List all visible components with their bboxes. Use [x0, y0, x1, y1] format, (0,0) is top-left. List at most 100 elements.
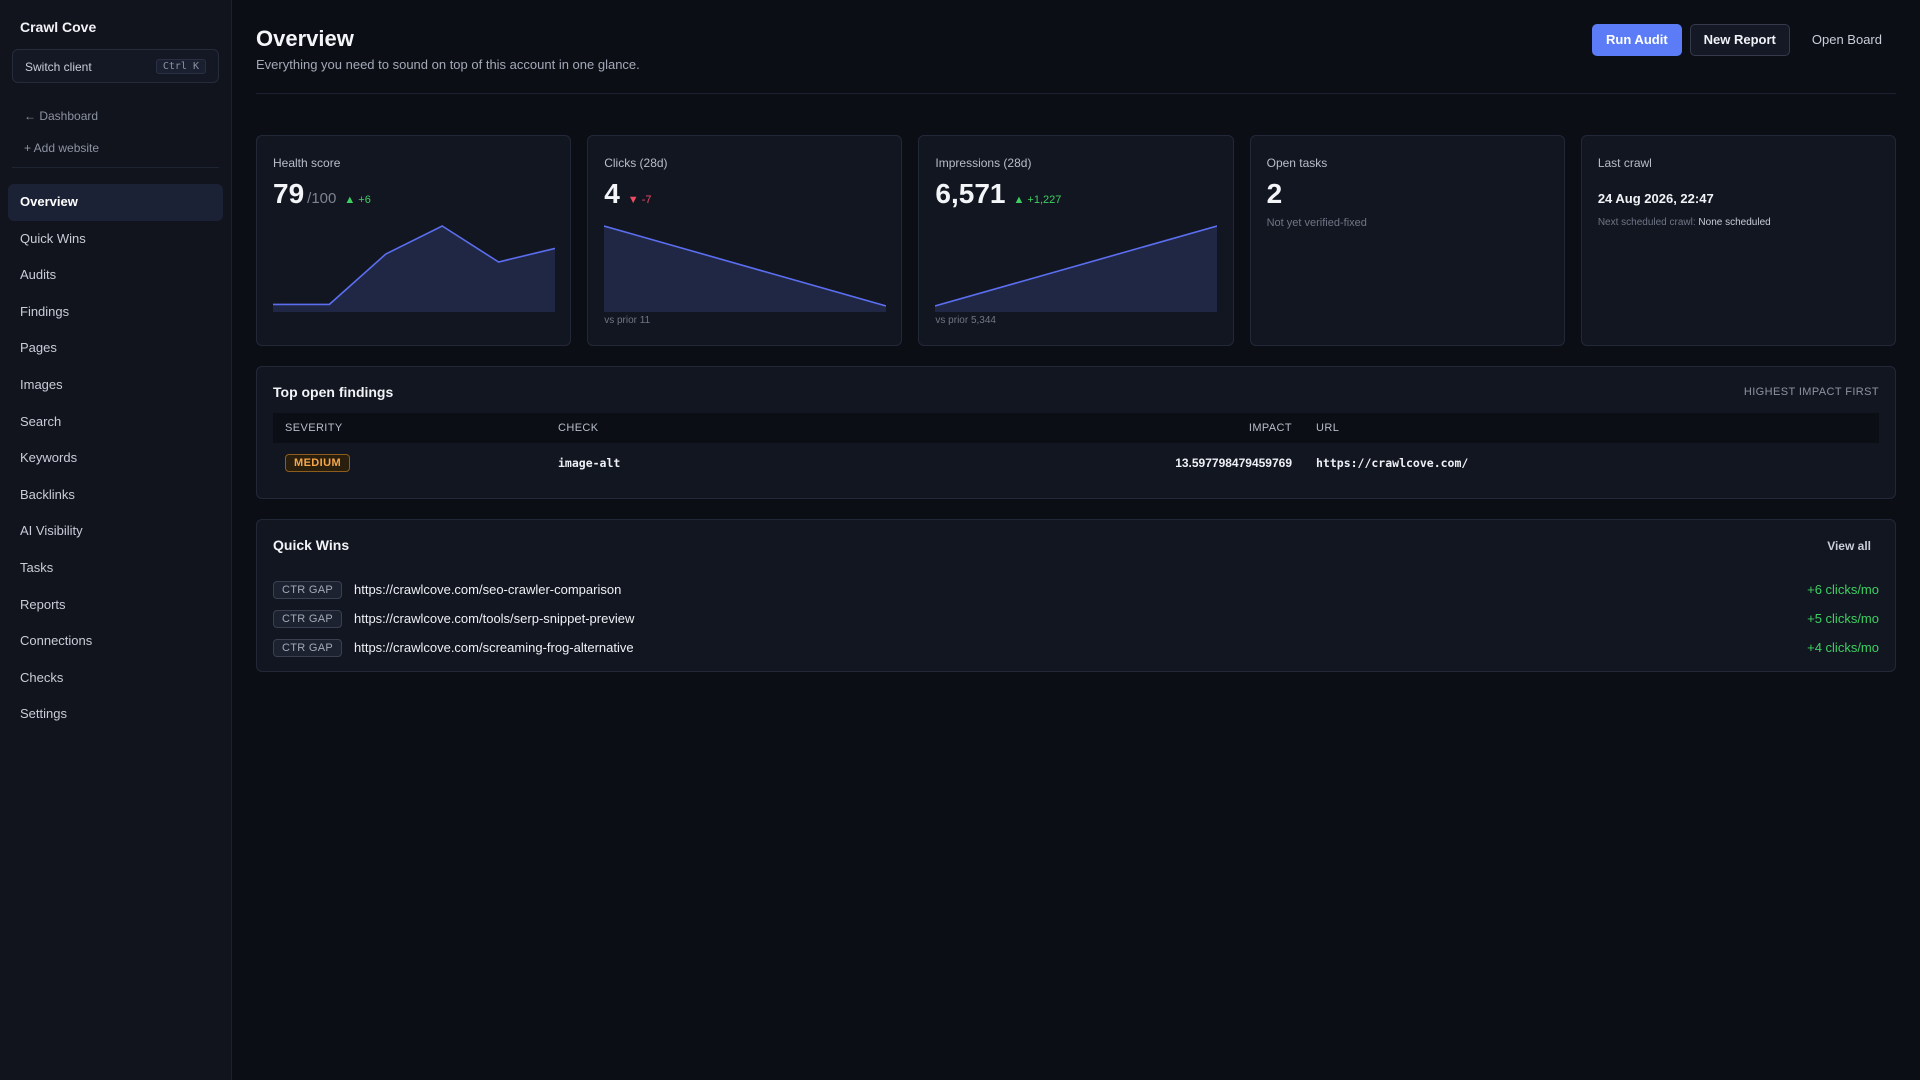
clicks-prior: vs prior 11 — [604, 315, 651, 326]
impact-cell: 13.597798479459769 — [1175, 456, 1292, 470]
sparkline-line — [935, 225, 1218, 307]
severity-badge: MEDIUM — [285, 454, 351, 472]
severity-cell: MEDIUM — [273, 454, 558, 472]
sidebar-item-pages[interactable]: Pages — [20, 340, 57, 356]
column-header-url: URL — [1316, 422, 1340, 434]
health-score-delta: ▲ +6 — [344, 194, 371, 206]
sidebar-item-keywords[interactable]: Keywords — [20, 450, 78, 466]
open-tasks-card: Open tasks 2 Not yet verified-fixed — [1249, 135, 1565, 346]
switch-client-button[interactable]: Switch client Ctrl K — [12, 49, 219, 83]
sidebar-item-findings[interactable]: Findings — [20, 303, 70, 319]
check-cell: image-alt — [558, 456, 621, 470]
sparkline-area — [273, 226, 555, 312]
next-crawl-label: Next scheduled crawl: — [1597, 217, 1696, 228]
clicks-delta: ▼ -7 — [627, 194, 652, 206]
health-score-sparkline — [273, 225, 555, 312]
top-findings-title: Top open findings — [273, 384, 394, 400]
open-tasks-value-row: 2 — [1267, 178, 1283, 210]
impressions-delta: ▲ +1,227 — [1013, 194, 1062, 206]
switch-client-label: Switch client — [25, 60, 92, 74]
quick-win-url[interactable]: https://crawlcove.com/screaming-frog-alt… — [354, 640, 634, 655]
quick-wins-panel: Quick Wins View all CTR GAP https://craw… — [256, 519, 1896, 672]
sidebar-item-ai-visibility[interactable]: AI Visibility — [20, 523, 83, 539]
list-item[interactable]: CTR GAP https://crawlcove.com/screaming-… — [273, 633, 1879, 662]
impressions-card: Impressions (28d) 6,571 ▲ +1,227 vs prio… — [918, 135, 1234, 346]
quick-win-url[interactable]: https://crawlcove.com/tools/serp-snippet… — [354, 611, 635, 626]
stat-cards: Health score 79 /100 ▲ +6 Clicks (28d) 4… — [256, 135, 1897, 346]
next-crawl-note: Next scheduled crawl: None scheduled — [1598, 217, 1771, 228]
sidebar-nav: Overview Quick Wins Audits Findings Page… — [8, 184, 223, 733]
impressions-prior: vs prior 5,344 — [935, 315, 996, 326]
health-score-label: Health score — [273, 156, 341, 170]
open-tasks-label: Open tasks — [1266, 156, 1328, 170]
clicks-value: 4 — [604, 178, 620, 209]
sidebar-item-settings[interactable]: Settings — [20, 706, 67, 722]
open-tasks-value: 2 — [1266, 178, 1283, 209]
health-score-card: Health score 79 /100 ▲ +6 — [256, 135, 572, 346]
sparkline-line — [604, 225, 887, 307]
last-crawl-date: 24 Aug 2026, 22:47 — [1597, 191, 1714, 206]
sidebar-item-reports[interactable]: Reports — [20, 596, 66, 612]
page-title: Overview — [256, 26, 354, 51]
column-header-severity: SEVERITY — [285, 422, 343, 434]
findings-table: SEVERITY CHECK IMPACT URL MEDIUM image-a… — [273, 413, 1879, 483]
add-website-link[interactable]: + Add website — [24, 141, 100, 155]
top-findings-panel: Top open findings HIGHEST IMPACT FIRST S… — [256, 366, 1896, 499]
sidebar-item-connections[interactable]: Connections — [20, 633, 93, 649]
clicks-card: Clicks (28d) 4 ▼ -7 vs prior 11 — [587, 135, 903, 346]
url-cell[interactable]: https://crawlcove.com/ — [1316, 456, 1469, 470]
sparkline-area — [604, 226, 887, 312]
sidebar-item-audits[interactable]: Audits — [20, 267, 57, 283]
impressions-value: 6,571 — [935, 178, 1006, 209]
quick-win-gain: +4 clicks/mo — [1807, 640, 1879, 655]
sparkline-line — [273, 225, 555, 306]
page-subtitle: Everything you need to sound on top of t… — [256, 57, 640, 72]
sparkline-area — [935, 226, 1218, 312]
clicks-label: Clicks (28d) — [604, 156, 668, 170]
sidebar-item-images[interactable]: Images — [20, 376, 63, 392]
column-header-check: CHECK — [558, 422, 599, 434]
sidebar: Crawl Cove Switch client Ctrl K ← Dashbo… — [0, 0, 232, 1080]
findings-table-header: SEVERITY CHECK IMPACT URL — [273, 413, 1879, 443]
sidebar-divider — [12, 167, 219, 168]
sidebar-item-overview[interactable]: Overview — [8, 184, 223, 221]
header-divider — [256, 93, 1896, 94]
quick-win-gain: +6 clicks/mo — [1807, 582, 1879, 597]
list-item[interactable]: CTR GAP https://crawlcove.com/tools/serp… — [273, 604, 1879, 633]
sidebar-item-quick-wins[interactable]: Quick Wins — [20, 230, 86, 246]
sidebar-item-search[interactable]: Search — [20, 413, 62, 429]
open-board-button[interactable]: Open Board — [1798, 24, 1896, 56]
ctr-gap-badge: CTR GAP — [273, 638, 342, 657]
sidebar-item-backlinks[interactable]: Backlinks — [20, 486, 75, 502]
open-tasks-note: Not yet verified-fixed — [1266, 217, 1367, 229]
last-crawl-card: Last crawl 24 Aug 2026, 22:47 Next sched… — [1580, 135, 1897, 346]
health-score-value: 79 — [273, 178, 305, 209]
ctr-gap-badge: CTR GAP — [273, 609, 342, 628]
quick-wins-list: CTR GAP https://crawlcove.com/seo-crawle… — [273, 575, 1879, 662]
impressions-value-row: 6,571 ▲ +1,227 — [935, 178, 1061, 210]
new-report-button[interactable]: New Report — [1689, 24, 1790, 56]
back-to-dashboard-link[interactable]: ← Dashboard — [24, 109, 99, 123]
health-score-suffix: /100 — [307, 190, 337, 207]
quick-wins-title: Quick Wins — [273, 537, 350, 553]
column-header-impact: IMPACT — [1248, 422, 1292, 434]
header-actions: Run Audit New Report Open Board — [1592, 24, 1896, 56]
ctr-gap-badge: CTR GAP — [273, 580, 342, 599]
findings-sort-label: HIGHEST IMPACT FIRST — [1743, 386, 1879, 398]
quick-win-gain: +5 clicks/mo — [1807, 611, 1879, 626]
view-all-link[interactable]: View all — [1827, 539, 1871, 553]
clicks-sparkline — [604, 225, 887, 312]
table-row[interactable]: MEDIUM image-alt 13.597798479459769 http… — [273, 443, 1879, 483]
last-crawl-label: Last crawl — [1597, 156, 1652, 170]
health-score-value-row: 79 /100 ▲ +6 — [273, 178, 371, 210]
impressions-sparkline — [935, 225, 1218, 312]
run-audit-button[interactable]: Run Audit — [1592, 24, 1682, 56]
brand-name: Crawl Cove — [20, 19, 97, 35]
sidebar-item-checks[interactable]: Checks — [20, 669, 64, 685]
clicks-value-row: 4 ▼ -7 — [604, 178, 651, 210]
list-item[interactable]: CTR GAP https://crawlcove.com/seo-crawle… — [273, 575, 1879, 604]
quick-win-url[interactable]: https://crawlcove.com/seo-crawler-compar… — [354, 582, 622, 597]
sidebar-item-tasks[interactable]: Tasks — [20, 559, 54, 575]
switch-client-shortcut: Ctrl K — [155, 59, 206, 74]
next-crawl-value: None scheduled — [1698, 217, 1771, 228]
